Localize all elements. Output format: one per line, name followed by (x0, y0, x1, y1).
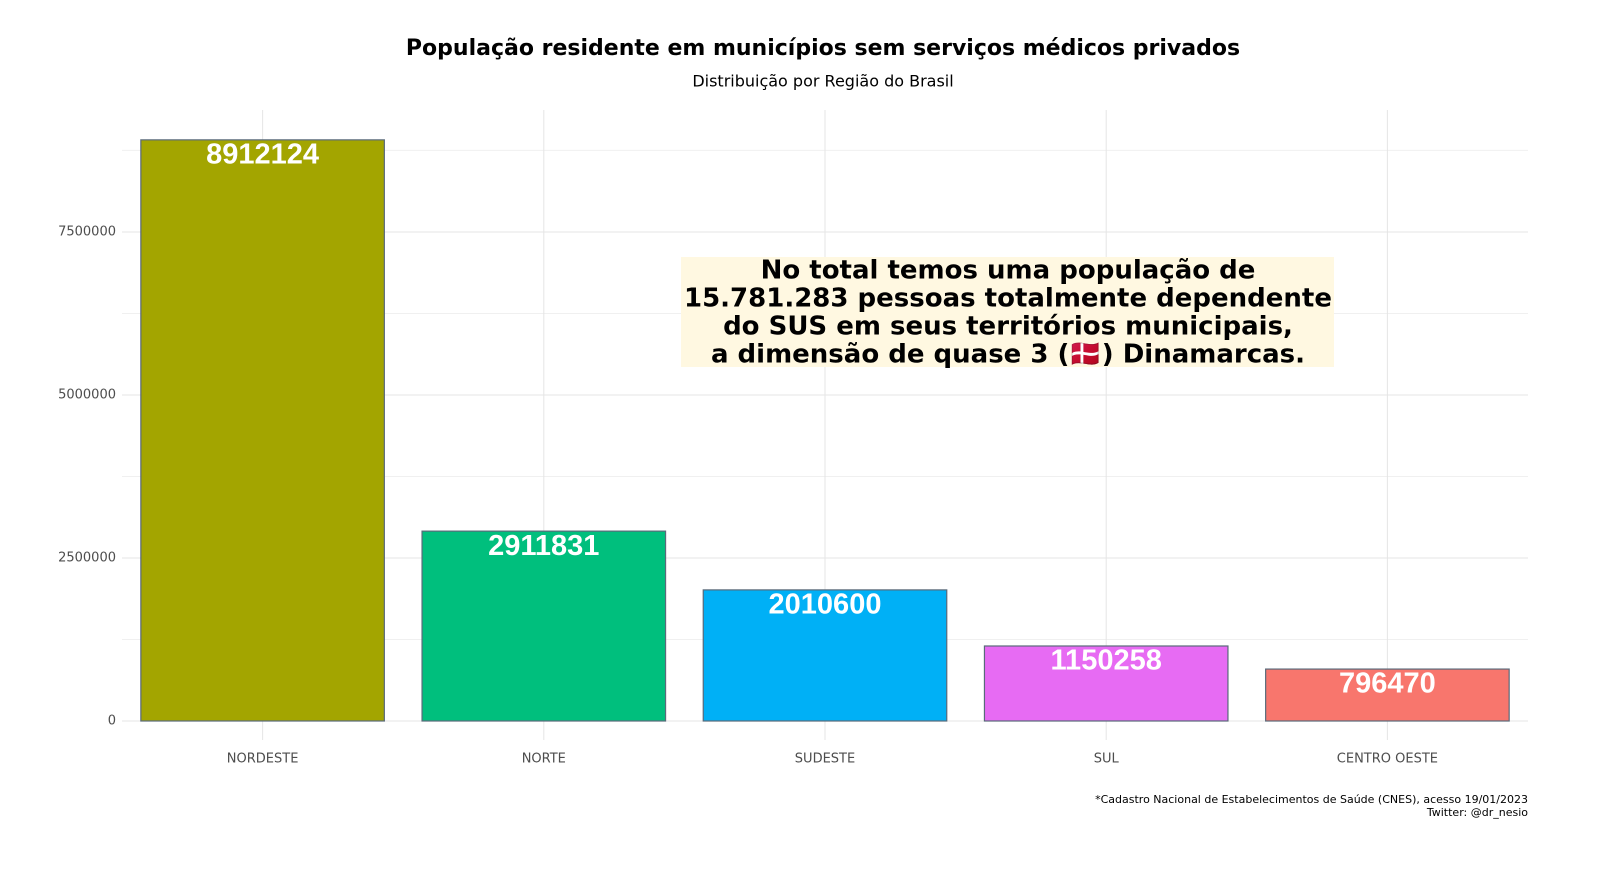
y-tick-label: 7500000 (58, 224, 116, 239)
annotation-box (681, 257, 1334, 367)
x-tick-label: CENTRO OESTE (1337, 752, 1438, 767)
bar (140, 139, 385, 722)
caption: *Cadastro Nacional de Estabelecimentos d… (1095, 793, 1528, 806)
annotation: a dimensão de quase 3 (🇩🇰) Dinamarcas. (711, 339, 1305, 370)
x-tick-label: SUL (1094, 752, 1120, 767)
x-tick-label: SUDESTE (795, 752, 855, 767)
x-tick-label: NORTE (522, 752, 566, 767)
chart-subtitle: Distribuição por Região do Brasil (692, 72, 953, 91)
y-tick-label: 5000000 (58, 387, 116, 402)
annotation: 15.781.283 pessoas totalmente dependente (684, 284, 1332, 314)
x-tick-label: NORDESTE (227, 752, 299, 767)
chart-title: População residente em municípios sem se… (406, 36, 1240, 61)
bar (983, 645, 1229, 722)
data-label: 2911831 (488, 530, 599, 562)
y-tick-label: 2500000 (58, 550, 116, 565)
y-tick-label: 0 (108, 714, 116, 729)
caption: Twitter: @dr_nesio (1426, 806, 1528, 819)
data-label: 1150258 (1051, 645, 1162, 677)
bar (421, 530, 667, 722)
data-label: 2010600 (769, 589, 882, 621)
annotation: do SUS em seus territórios municipais, (723, 312, 1293, 342)
bar (702, 589, 948, 722)
annotation: No total temos uma população de (761, 256, 1256, 286)
data-label: 796470 (1339, 668, 1436, 700)
bar (1265, 668, 1510, 722)
data-label: 8912124 (206, 139, 319, 171)
